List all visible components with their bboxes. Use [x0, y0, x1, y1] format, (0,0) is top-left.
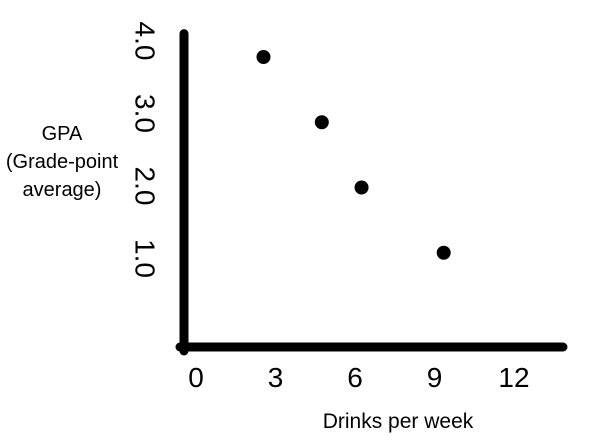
y-tick-label: 2.0	[130, 167, 161, 206]
x-tick-label: 9	[427, 362, 443, 393]
axes	[175, 29, 568, 356]
x-axis-label: Drinks per week	[323, 410, 474, 433]
x-tick-label: 0	[188, 362, 204, 393]
x-tick-label: 12	[498, 362, 529, 393]
y-tick-label: 4.0	[130, 22, 161, 61]
y-axis-label-line: (Grade-point	[6, 151, 119, 173]
data-points	[256, 50, 451, 260]
y-tick-label: 3.0	[130, 94, 161, 133]
data-point	[436, 245, 451, 260]
x-tick-labels: 0 3 6 9 12	[188, 362, 529, 393]
y-tick-labels: 1.0 2.0 3.0 4.0	[130, 22, 161, 278]
y-axis-label-line: average)	[23, 179, 102, 201]
data-point	[354, 180, 369, 195]
x-tick-label: 6	[347, 362, 363, 393]
y-axis-label-line: GPA	[42, 123, 83, 145]
y-axis-label: GPA (Grade-point average)	[6, 123, 119, 201]
data-point	[314, 115, 329, 130]
y-tick-label: 1.0	[130, 239, 161, 278]
x-tick-label: 3	[268, 362, 284, 393]
axis-labels: Drinks per week GPA (Grade-point average)	[6, 123, 474, 433]
data-point	[256, 50, 271, 64]
